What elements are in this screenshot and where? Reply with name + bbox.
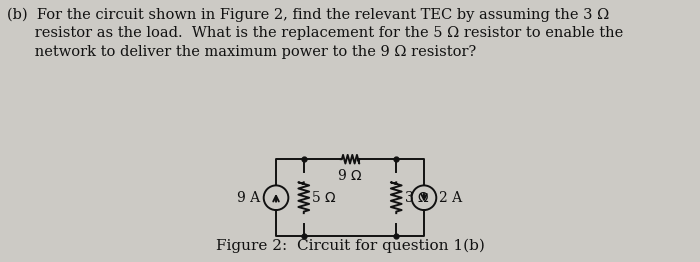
Text: Figure 2:  Circuit for question 1(b): Figure 2: Circuit for question 1(b): [216, 239, 484, 253]
Text: 5 $\Omega$: 5 $\Omega$: [312, 190, 337, 205]
Text: 2 A: 2 A: [440, 191, 463, 205]
Text: 3 $\Omega$: 3 $\Omega$: [404, 190, 429, 205]
Text: 9 A: 9 A: [237, 191, 260, 205]
Text: 9 $\Omega$: 9 $\Omega$: [337, 168, 363, 183]
Text: (b)  For the circuit shown in Figure 2, find the relevant TEC by assuming the 3 : (b) For the circuit shown in Figure 2, f…: [7, 8, 623, 59]
